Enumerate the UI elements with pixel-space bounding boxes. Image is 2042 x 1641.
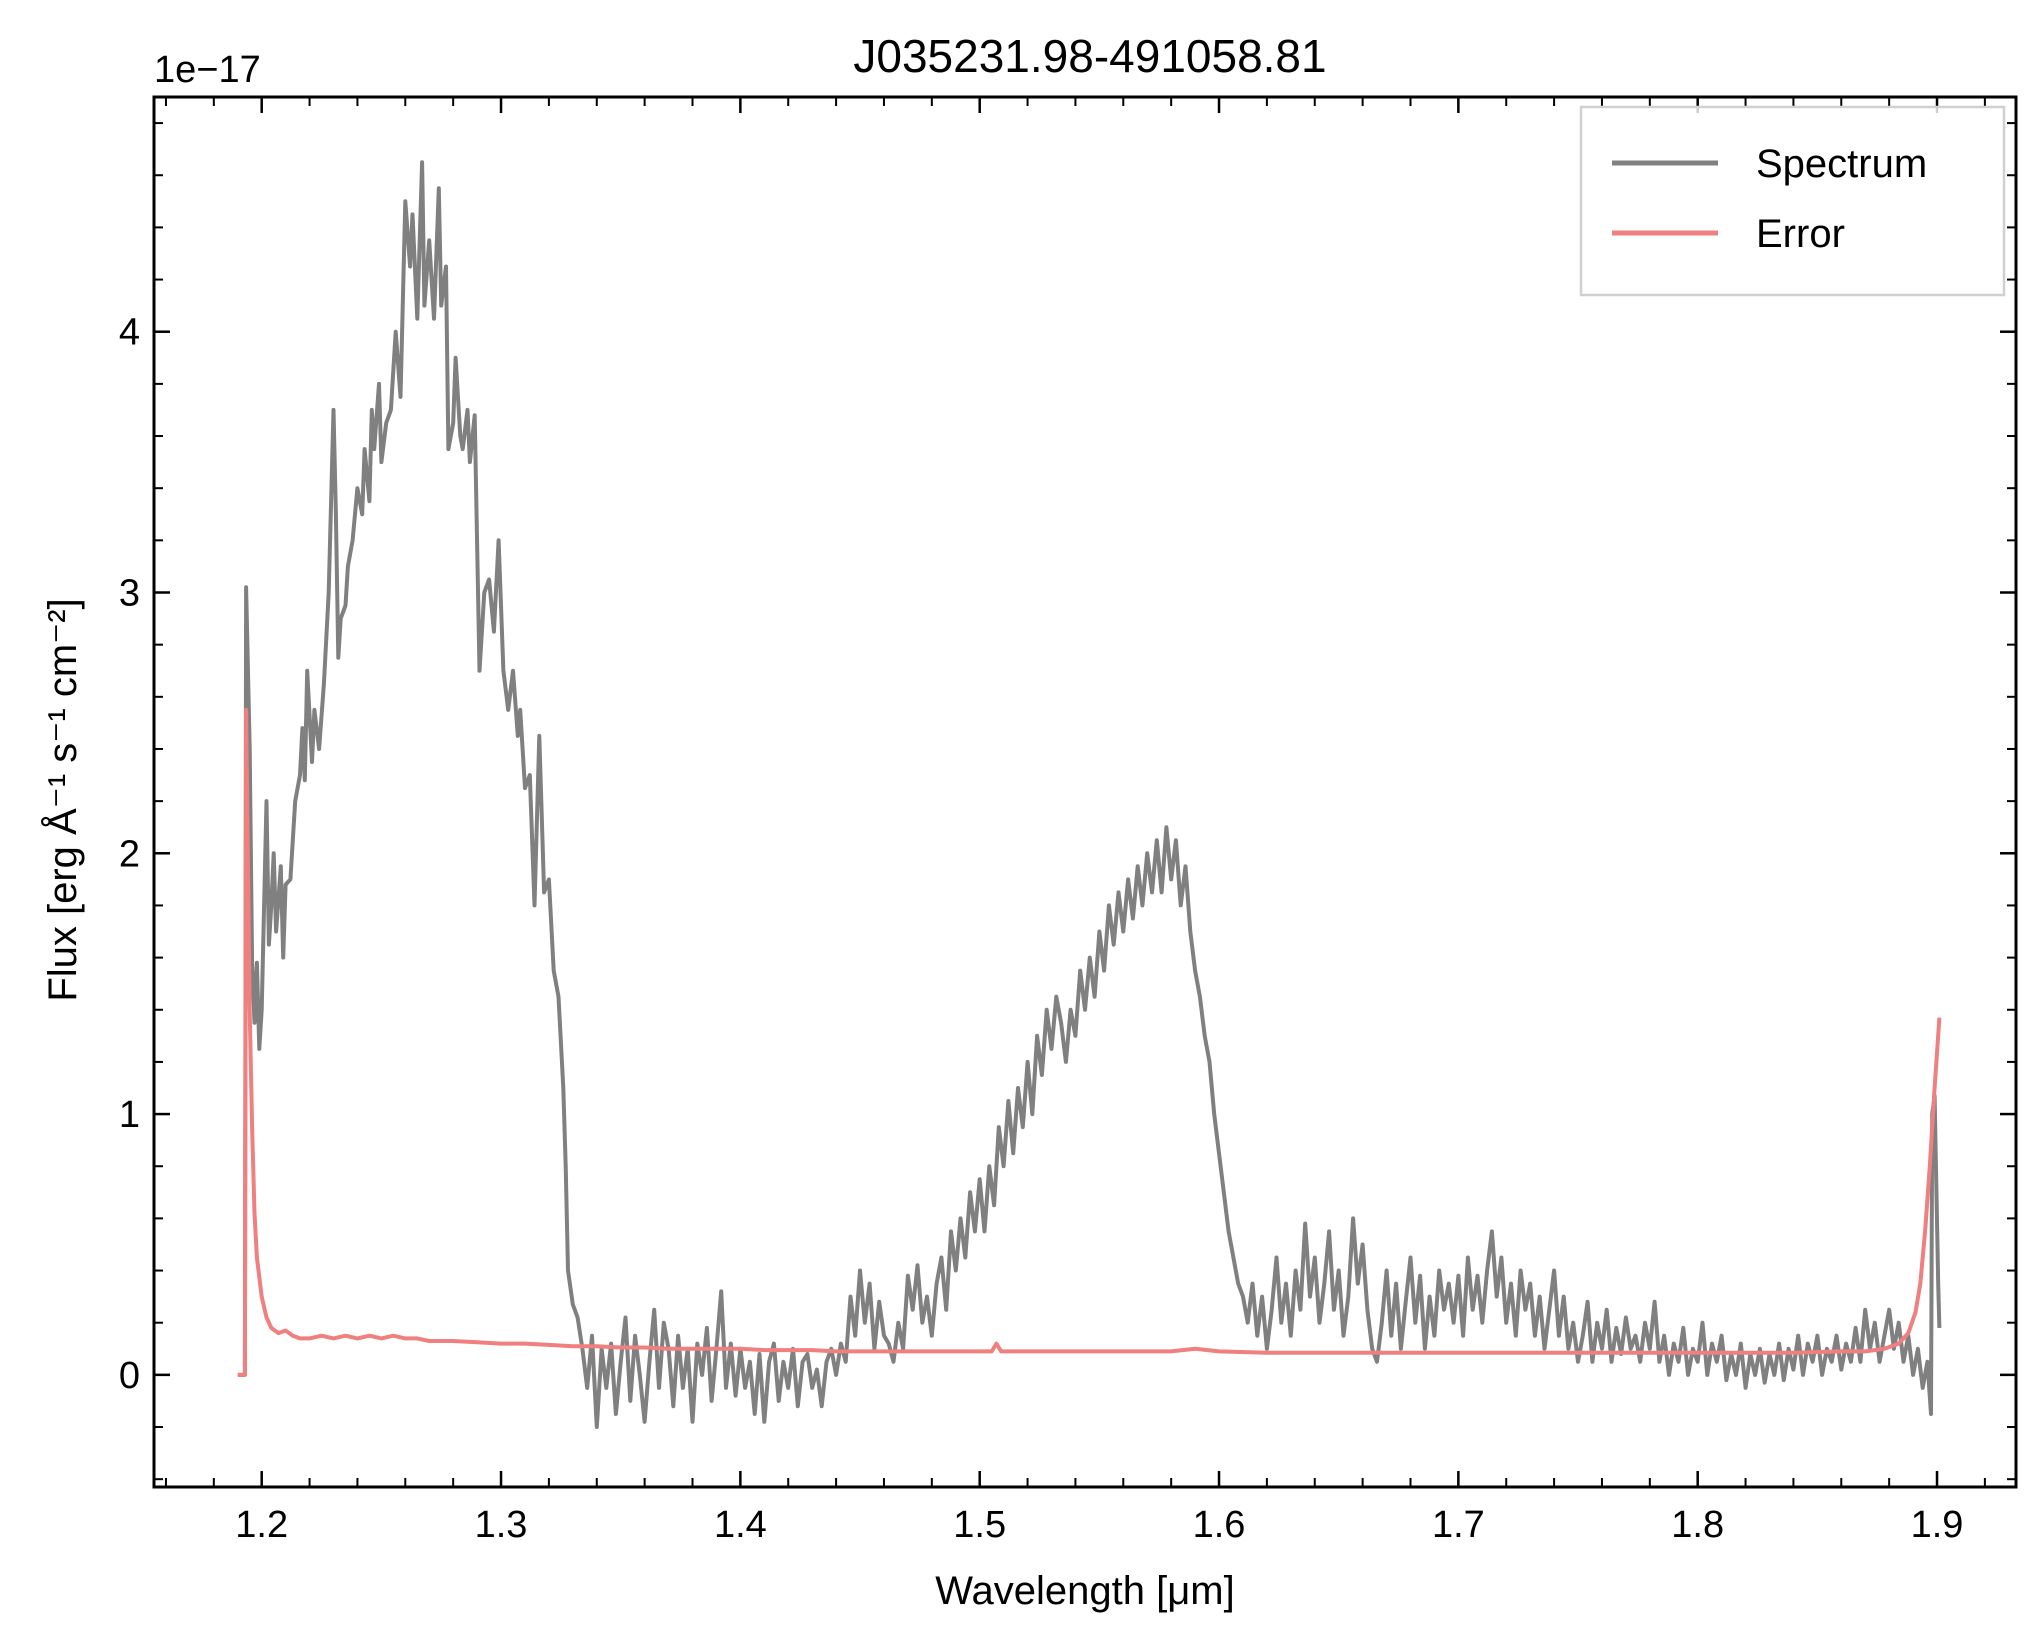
y-tick-label: 0 <box>119 1355 140 1397</box>
x-tick-label: 1.8 <box>1671 1504 1724 1546</box>
y-tick-label: 4 <box>119 312 140 354</box>
x-tick-label: 1.6 <box>1193 1504 1246 1546</box>
x-axis-label: Wavelength [μm] <box>935 1569 1234 1613</box>
legend: Spectrum Error <box>1579 105 2006 297</box>
x-tick-label: 1.9 <box>1911 1504 1964 1546</box>
y-axis-label: Flux [erg Å⁻¹ s⁻¹ cm⁻²] <box>40 598 85 1001</box>
x-tick-label: 1.3 <box>475 1504 528 1546</box>
y-tick-label: 1 <box>119 1094 140 1136</box>
y-offset-label: 1e−17 <box>154 49 261 91</box>
series-layer <box>237 160 1942 1429</box>
x-tick-label: 1.2 <box>235 1504 288 1546</box>
legend-box <box>1579 105 2006 297</box>
legend-label-error: Error <box>1756 212 1845 256</box>
x-tick-label: 1.5 <box>953 1504 1006 1546</box>
x-tick-label: 1.7 <box>1432 1504 1485 1546</box>
ticks-layer: 1.2 1.3 1.4 1.5 1.6 1.7 1.8 1.9 0 1 2 3 4 <box>119 97 2016 1546</box>
series-line-error <box>237 707 1942 1377</box>
chart-title: J035231.98-491058.81 <box>853 30 1326 82</box>
series-line-spectrum <box>237 160 1942 1429</box>
legend-label-spectrum: Spectrum <box>1756 142 1927 186</box>
x-tick-label: 1.4 <box>714 1504 767 1546</box>
y-tick-label: 2 <box>119 833 140 875</box>
y-tick-label: 3 <box>119 572 140 614</box>
axes-frame <box>152 95 2018 1489</box>
